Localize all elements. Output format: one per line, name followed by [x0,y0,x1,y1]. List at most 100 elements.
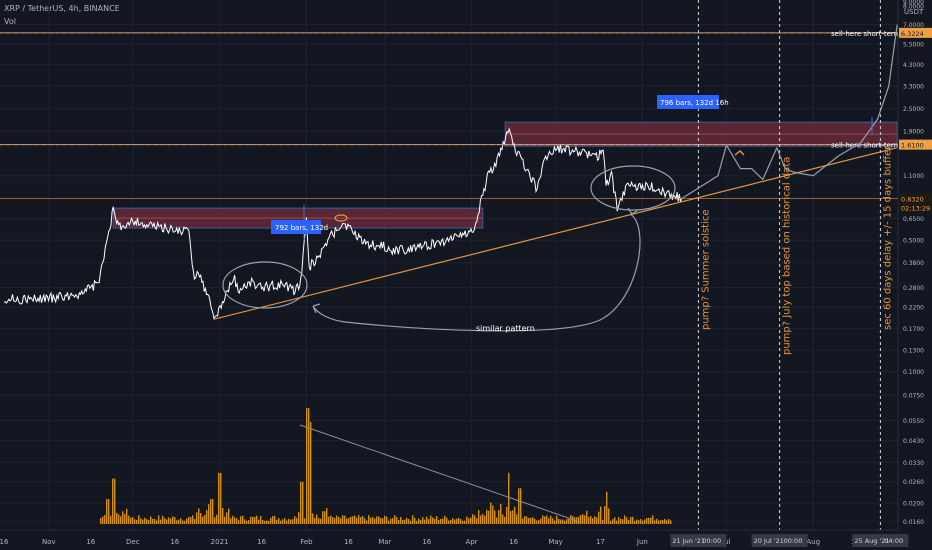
sell-high-price-tag-label: 6.3224 [901,30,924,38]
volume-bar [590,516,592,524]
highlight-ellipse [334,214,348,222]
volume-bar [324,511,326,524]
price-axis-tick: 0.5000 [903,238,924,245]
volume-bar [640,519,642,524]
price-axis-tick: 0.0160 [903,519,924,526]
volume-bar [112,478,114,524]
volume-bar [206,510,208,524]
pattern-arrow [312,213,641,332]
price-axis-tick: 0.0260 [903,479,924,486]
pattern-arrow-head [312,303,321,314]
event-marker-label: sec 60 days delay +/- 15 days buffer [882,145,893,330]
volume-bar [542,515,544,524]
volume-bar [142,519,144,524]
volume-bar [368,515,370,524]
volume-bar [570,515,572,524]
pattern-ellipse-1 [222,261,308,309]
volume-bar [352,516,354,524]
volume-bar [504,516,506,524]
volume-bar [120,516,122,524]
volume-bar [110,515,112,524]
volume-bar [598,511,600,524]
volume-bar [390,518,392,524]
volume-bar [616,520,618,524]
volume-bar [568,518,570,524]
volume-bar [172,516,174,524]
volume-bar [152,518,154,524]
volume-bar [398,520,400,524]
volume-bar [322,511,324,524]
volume-bar [396,517,398,524]
volume-bar [426,516,428,524]
volume-bar [608,508,610,524]
volume-bar [538,520,540,524]
volume-bar [340,518,342,524]
volume-bar [160,519,162,524]
time-axis-label: 16 [257,538,266,546]
volume-bar [122,511,124,524]
volume-bar [330,515,332,524]
volume-bar [644,519,646,524]
time-axis-label: Nov [42,538,56,546]
time-marker-tag [852,534,909,547]
volume-bar [190,517,192,524]
volume-bar [448,520,450,524]
price-line [3,127,683,321]
volume-bar [130,517,132,524]
volume-bar [306,408,308,524]
volume-bar [170,518,172,524]
volume-bar [442,518,444,524]
time-marker-time: 00:00 [702,537,721,545]
volume-bar [224,516,226,524]
volume-bar [378,516,380,524]
price-axis-tick: 0.0200 [903,501,924,508]
volume-bar [216,514,218,524]
volume-bar [126,508,128,524]
volume-bar [446,517,448,524]
volume-bar [144,517,146,524]
volume-bar [234,517,236,524]
volume-bar [380,517,382,524]
volume-bar [636,519,638,524]
volume-bar [314,517,316,524]
volume-bar [664,519,666,524]
volume-bar [584,515,586,524]
volume-bar [302,481,304,524]
volume-bar [150,516,152,524]
volume-bar [222,507,224,524]
volume-bar [492,505,494,524]
volume-bar [604,506,606,524]
event-marker-label: pump? Summer solstice [700,209,711,330]
volume-bar [300,481,302,524]
highlight-caret [734,150,745,156]
volume-bar [158,515,160,524]
measure-tag-2-label: 796 bars, 132d 16h [660,99,729,107]
volume-bar [316,514,318,524]
volume-bar [410,520,412,524]
volume-bar [562,519,564,524]
time-axis-label: Aug [806,538,820,546]
volume-bar [512,510,514,524]
volume-bar [162,515,164,524]
volume-bar [656,518,658,524]
volume-bar [404,519,406,524]
volume-bar [412,515,414,524]
volume-bar [332,517,334,524]
volume-bar [662,520,664,524]
volume-bar [214,517,216,524]
volume-bar [652,515,654,524]
volume-bar [530,517,532,524]
volume-bar [554,520,556,524]
volume-bar [516,514,518,524]
time-axis-label: 16 [344,538,353,546]
pattern-ellipse-2 [590,165,676,211]
time-axis-label: May [548,538,562,546]
time-axis-label: Mar [378,538,391,546]
volume-bar [490,502,492,524]
volume-bar [510,511,512,524]
time-axis-label: 16 [86,538,95,546]
volume-bar [544,516,546,524]
volume-bar [500,503,502,524]
